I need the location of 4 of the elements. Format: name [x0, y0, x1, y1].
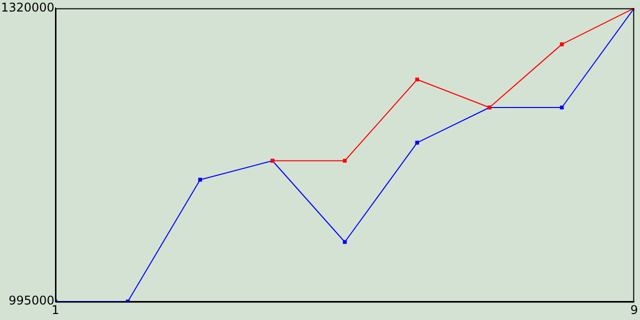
- y-tick-label: 995000: [8, 294, 54, 308]
- y-tick-label: 1320000: [0, 0, 54, 14]
- x-tick-label: 1: [52, 302, 60, 317]
- x-tick-label: 9: [630, 302, 638, 317]
